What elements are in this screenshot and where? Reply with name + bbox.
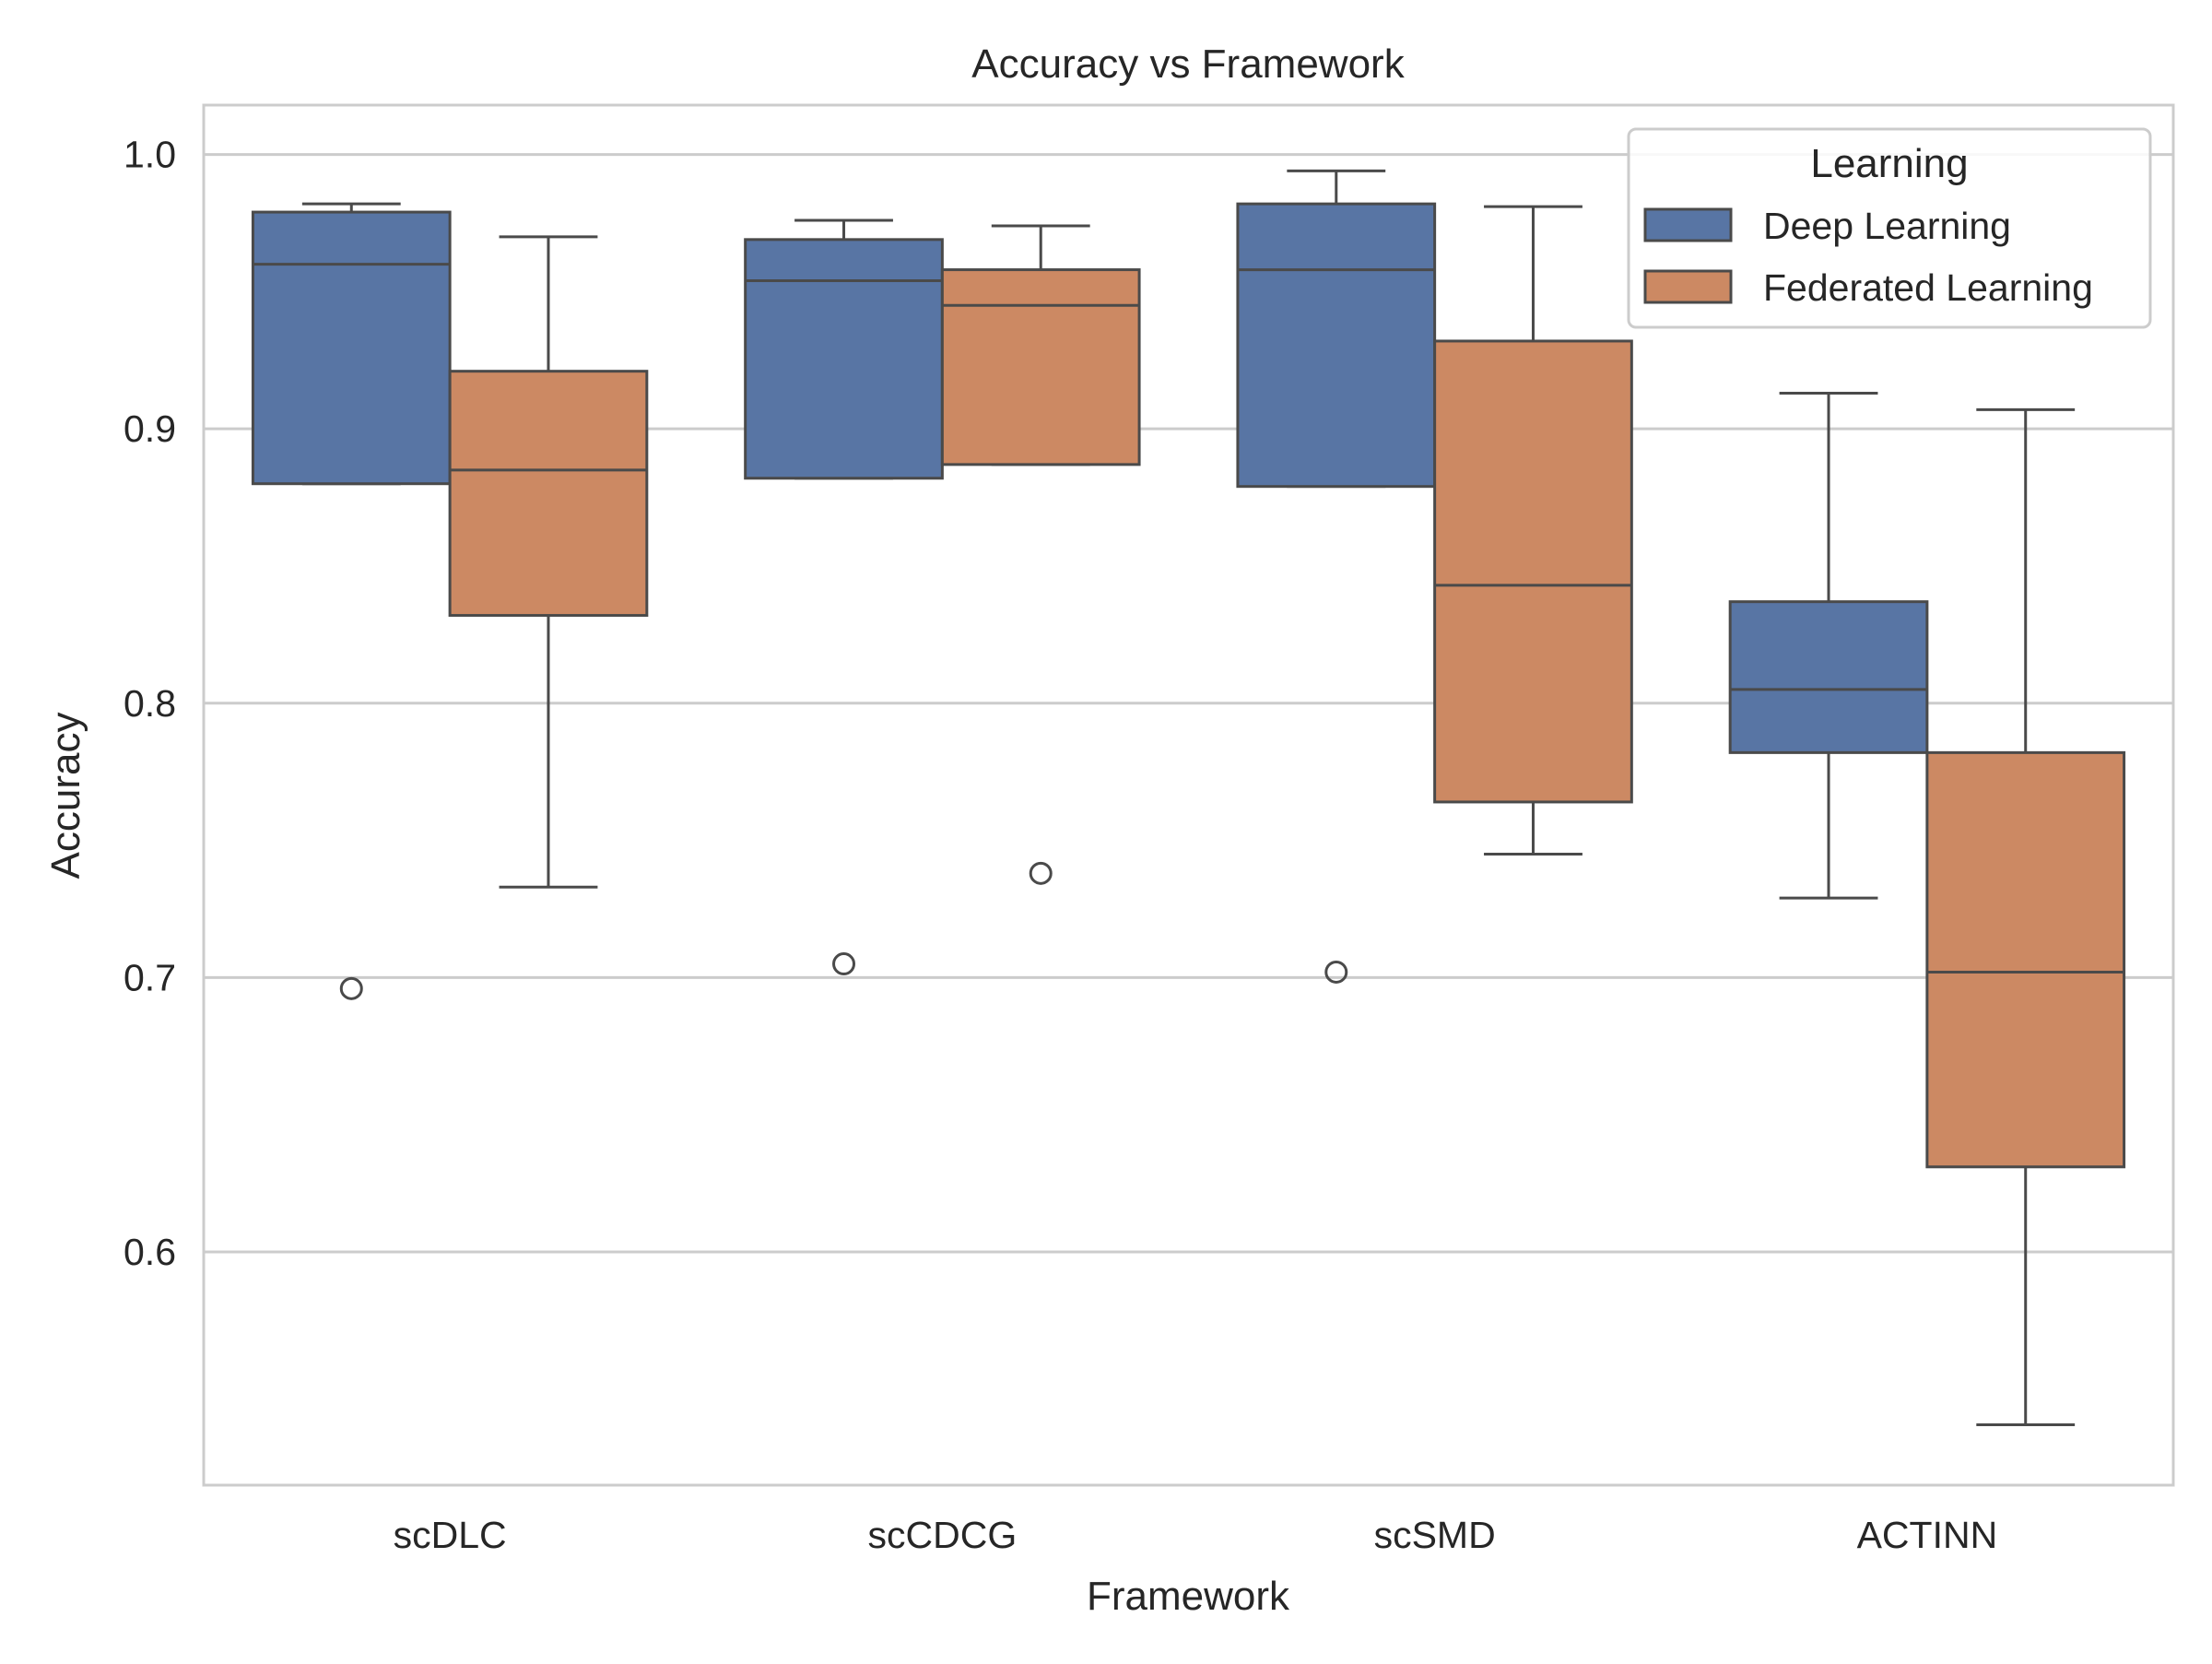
- legend-swatch-federated-learning: [1643, 269, 1733, 304]
- box-iqr: [1925, 750, 2126, 1169]
- legend-frame: [1627, 127, 2152, 329]
- box-federated-learning-actinn: [1925, 407, 2126, 1427]
- box-iqr: [251, 210, 452, 486]
- legend-label-federated-learning: Federated Learning: [1763, 266, 2093, 309]
- box-iqr: [1433, 339, 1633, 804]
- box-deep-learning-sccdcg: [744, 218, 944, 976]
- legend: Learning Deep Learning Federated Learnin…: [1627, 127, 2152, 329]
- x-tick-label: scDLC: [394, 1514, 507, 1556]
- x-tick-label: scSMD: [1374, 1514, 1496, 1556]
- legend-swatch-deep-learning: [1643, 207, 1733, 242]
- outlier-point: [1029, 861, 1053, 885]
- outlier-point: [832, 952, 856, 976]
- axis-labels: 0.6 0.7 0.8 0.9 1.0 scDLC scCDCG scSMD ACTINN: [124, 134, 1997, 1556]
- y-axis-label: Accuracy: [43, 713, 88, 879]
- legend-label-deep-learning: Deep Learning: [1763, 205, 2011, 247]
- box-federated-learning-sccdcg: [940, 224, 1141, 885]
- box-iqr: [744, 238, 944, 480]
- box-layer: [251, 169, 2126, 1427]
- chart-title: Accuracy vs Framework: [971, 41, 1405, 87]
- legend-title: Learning: [1810, 141, 1968, 186]
- y-tick-label: 0.8: [124, 682, 176, 725]
- outlier-point: [1324, 960, 1348, 984]
- x-axis-label: Framework: [1087, 1574, 1290, 1619]
- box-iqr: [1728, 600, 1929, 754]
- box-deep-learning-scdlc: [251, 202, 452, 1000]
- y-tick-label: 0.6: [124, 1231, 176, 1273]
- box-deep-learning-actinn: [1728, 391, 1929, 900]
- box-federated-learning-scsmd: [1433, 205, 1633, 856]
- box-iqr: [940, 268, 1141, 466]
- box-iqr: [1236, 202, 1437, 489]
- x-tick-label: ACTINN: [1857, 1514, 1998, 1556]
- box-federated-learning-scdlc: [448, 235, 649, 889]
- box-iqr: [448, 370, 649, 618]
- y-tick-label: 0.7: [124, 956, 176, 998]
- outlier-point: [339, 976, 363, 1000]
- y-tick-label: 0.9: [124, 407, 176, 450]
- y-tick-label: 1.0: [124, 134, 176, 176]
- plot-area-frame: [202, 103, 2175, 1487]
- x-tick-label: scCDCG: [868, 1514, 1018, 1556]
- box-deep-learning-scsmd: [1236, 169, 1437, 984]
